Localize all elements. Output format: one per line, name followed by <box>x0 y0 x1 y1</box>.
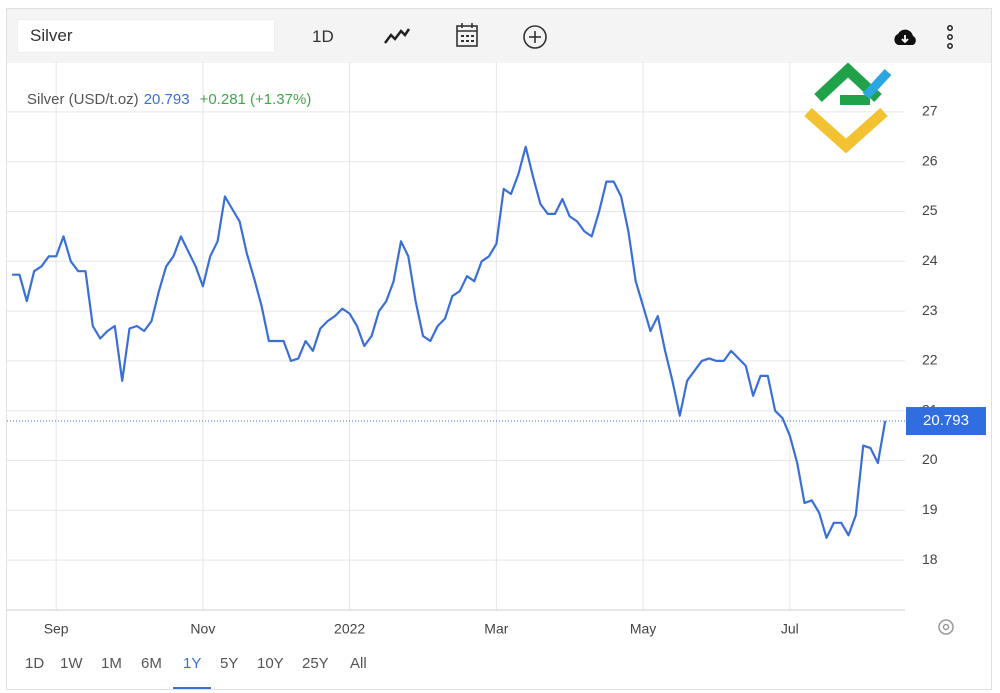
x-tick-label: Sep <box>44 621 69 637</box>
y-tick-label: 25 <box>922 202 938 218</box>
range-button[interactable]: 25Y <box>302 655 329 672</box>
range-button[interactable]: 1Y <box>183 655 202 672</box>
legend-background <box>18 88 358 114</box>
y-tick-label: 19 <box>922 501 938 517</box>
chart-type-icon[interactable] <box>383 25 411 47</box>
settings-icon[interactable] <box>938 619 954 635</box>
x-tick-label: Nov <box>190 621 215 637</box>
y-tick-label: 18 <box>922 551 938 567</box>
logo <box>804 62 892 154</box>
legend: Silver (USD/t.oz) 20.793 +0.281 (+1.37%) <box>27 91 311 108</box>
legend-price: 20.793 <box>144 91 190 108</box>
legend-name: Silver (USD/t.oz) <box>27 91 139 108</box>
download-icon[interactable] <box>891 26 919 48</box>
compare-icon[interactable] <box>522 24 548 50</box>
y-tick-label: 27 <box>922 103 938 119</box>
x-tick-label: Mar <box>484 621 508 637</box>
y-tick-label: 23 <box>922 302 938 318</box>
x-tick-label: 2022 <box>334 621 365 637</box>
last-price-label: 20.793 <box>923 412 969 429</box>
y-tick-label: 20 <box>922 451 938 467</box>
widget: Silver 1D 1D 1W 1M 6M 1Y 5Y 10Y 25Y All <box>6 8 992 690</box>
range-button[interactable]: All <box>350 655 367 672</box>
toolbar: Silver 1D <box>7 9 991 63</box>
last-price-tag <box>906 407 986 436</box>
range-button[interactable]: 1W <box>60 655 83 672</box>
range-button[interactable]: 1M <box>101 655 122 672</box>
range-button[interactable]: 5Y <box>220 655 239 672</box>
calendar-icon[interactable] <box>455 22 479 48</box>
y-tick-label: 22 <box>922 352 938 368</box>
y-tick-label: 26 <box>922 152 938 168</box>
legend-change: +0.281 (+1.37%) <box>200 91 312 108</box>
active-range-underline <box>173 687 211 689</box>
x-tick-label: May <box>630 621 656 637</box>
price-line <box>12 145 887 539</box>
x-tick-label: Jul <box>781 621 799 637</box>
interval-button[interactable]: 1D <box>312 27 334 46</box>
y-tick-label: 24 <box>922 252 938 268</box>
menu-icon[interactable] <box>945 24 955 50</box>
symbol-input[interactable]: Silver <box>17 19 275 53</box>
range-button[interactable]: 6M <box>141 655 162 672</box>
range-button[interactable]: 1D <box>25 655 45 672</box>
range-button[interactable]: 10Y <box>257 655 284 672</box>
